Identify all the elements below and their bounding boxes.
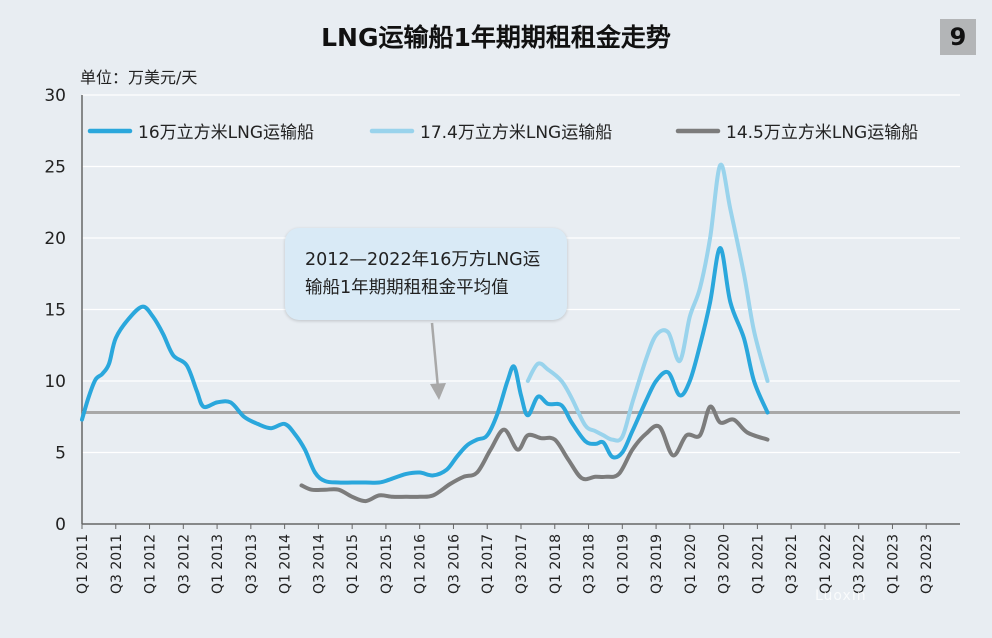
x-tick-label: Q3 2019 [649,534,665,594]
x-tick-label: Q3 2022 [852,534,868,594]
x-tick-label: Q3 2021 [784,534,800,594]
x-tick-label: Q3 2020 [717,534,733,594]
x-tick-label: Q1 2013 [210,534,226,594]
legend-label-1: 17.4万立方米LNG运输船 [420,123,612,143]
series-line-0 [80,246,770,485]
x-tick-label: Q1 2011 [75,534,91,594]
x-tick-label: Q1 2014 [278,534,294,594]
x-tick-label: Q1 2021 [750,534,766,594]
x-tick-label: Q1 2023 [885,534,901,594]
x-tick-label: Q1 2020 [683,534,699,594]
y-tick-label: 25 [44,158,66,178]
x-tick-label: Q3 2015 [379,534,395,594]
x-tick-label: Q1 2022 [818,534,834,594]
x-tick-label: Q3 2017 [514,534,530,594]
callout-arrow-head [430,383,446,400]
legend-label-0: 16万立方米LNG运输船 [138,123,314,143]
x-tick-label: Q3 2016 [446,534,462,594]
average-line-group [82,322,960,414]
x-tick-label: Q1 2017 [480,534,496,594]
legend: 16万立方米LNG运输船 17.4万立方米LNG运输船 14.5万立方米LNG运输船 [87,123,918,143]
watermark: Luoxin [815,588,867,604]
y-tick-label: 0 [55,515,66,535]
series-lines [80,162,770,504]
x-tick-label: Q3 2023 [919,534,935,594]
callout-line-1: 2012—2022年16万方LNG运 [305,250,541,270]
chart-title: LNG运输船1年期期租租金走势 [321,23,671,52]
axes: 0 5 10 15 20 25 30 Q1 2011 Q3 2011 Q1 2012 Q3 2012… [44,86,960,594]
x-tick-label: Q1 2016 [413,534,429,594]
x-tick-label: Q1 2018 [548,534,564,594]
figure-number-badge: 9 [940,19,976,55]
y-unit-label: 单位：万美元/天 [80,68,198,87]
y-tick-label: 30 [44,86,66,106]
x-tick-label: Q3 2018 [582,534,598,594]
average-callout: 2012—2022年16万方LNG运 输船1年期期租租金平均值 [285,228,567,320]
x-tick-label: Q1 2015 [345,534,361,594]
y-tick-label: 10 [44,372,66,392]
y-tick-label: 15 [44,301,66,321]
y-tick-label: 5 [55,444,66,464]
series-line-2 [299,404,770,504]
x-tick-label: Q3 2011 [109,534,125,594]
y-tick-label: 20 [44,229,66,249]
x-tick-label: Q1 2019 [615,534,631,594]
callout-line-2: 输船1年期期租租金平均值 [305,278,509,298]
legend-label-2: 14.5万立方米LNG运输船 [726,123,918,143]
x-tick-label: Q1 2012 [143,534,159,594]
x-tick-label: Q3 2012 [176,534,192,594]
x-tick-label: Q3 2013 [244,534,260,594]
callout-arrow-shaft [430,322,440,389]
series-line-1 [525,162,770,443]
x-tick-label: Q3 2014 [311,534,327,594]
